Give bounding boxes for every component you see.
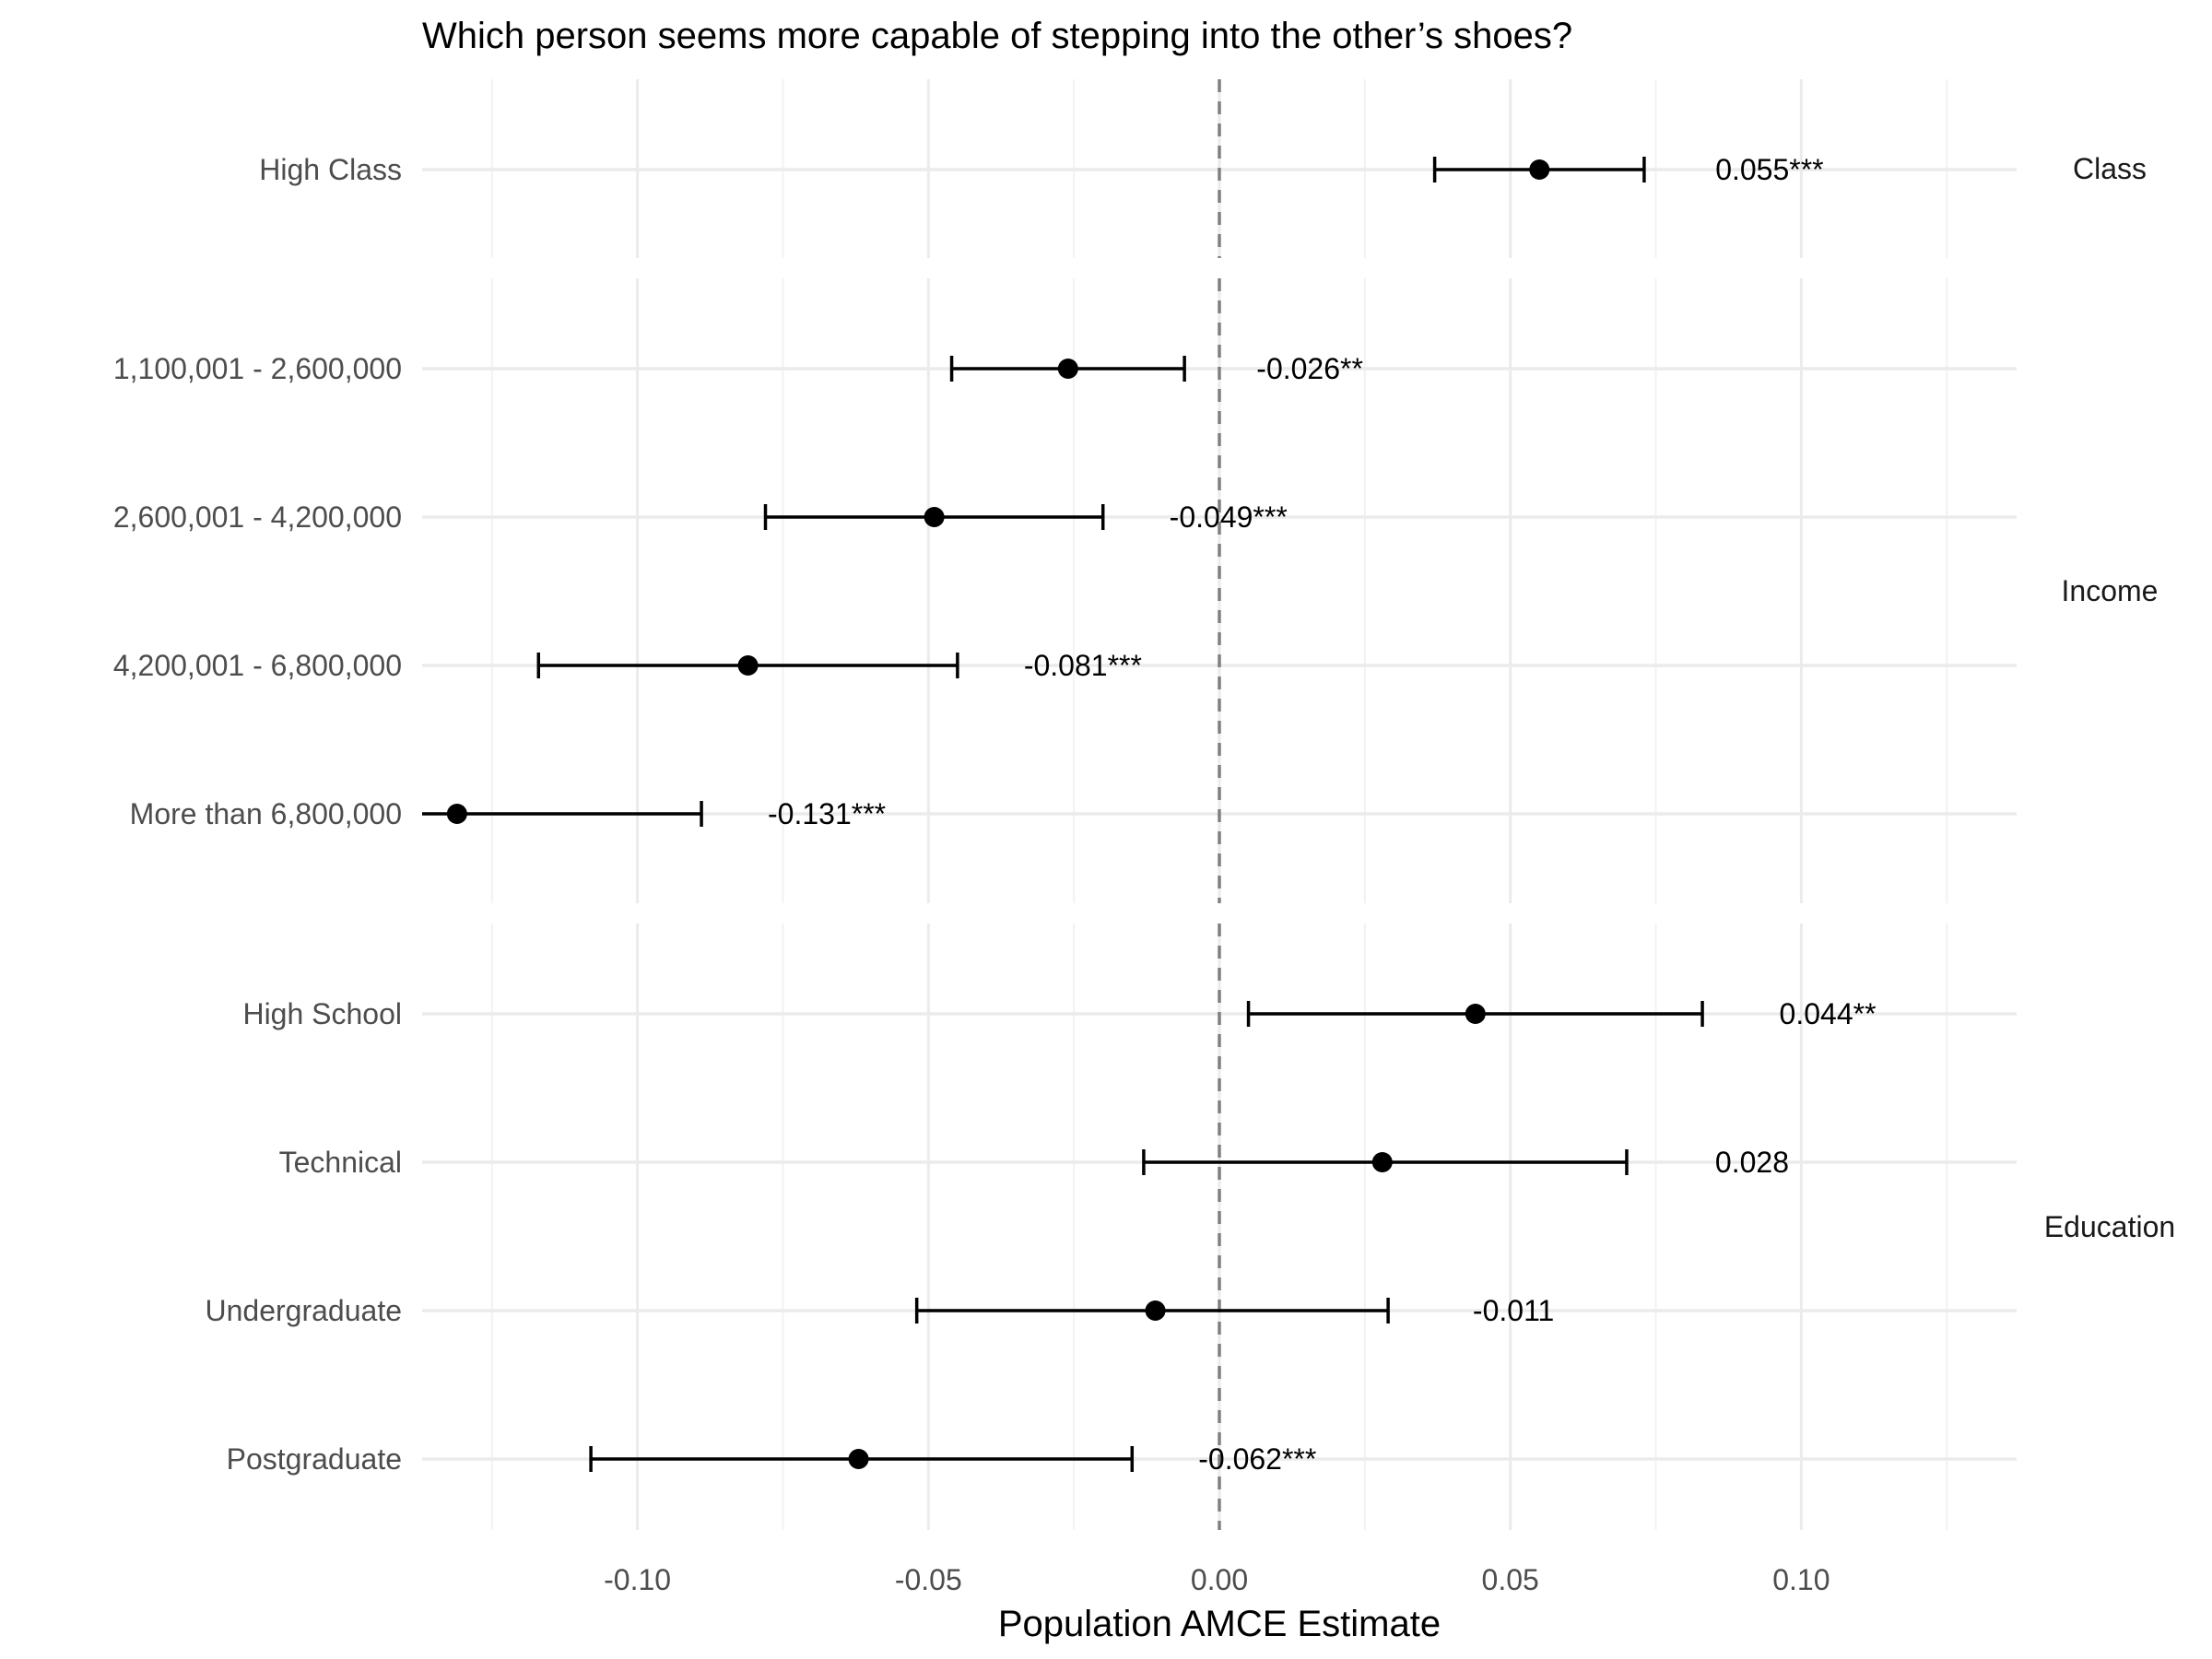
panel-strip-label: Education	[2044, 1210, 2175, 1243]
y-tick-label: High Class	[259, 153, 402, 186]
marks-layer: Class High Class 0.055*** Income 1,100,001 -…	[113, 152, 2175, 1476]
y-tick-label: More than 6,800,000	[130, 797, 402, 830]
point-estimate	[446, 804, 467, 824]
x-tick-label: -0.05	[895, 1563, 962, 1596]
y-tick-label: Undergraduate	[206, 1294, 402, 1327]
estimate-annotation: -0.011	[1473, 1294, 1554, 1327]
point-estimate	[1529, 159, 1550, 180]
y-tick-label: Postgraduate	[227, 1442, 402, 1476]
y-tick-label: 4,200,001 - 6,800,000	[113, 649, 402, 682]
x-tick-label: -0.10	[604, 1563, 671, 1596]
panel-strip-label: Income	[2062, 574, 2159, 607]
y-tick-label: Technical	[279, 1146, 402, 1179]
estimate-annotation: -0.026**	[1256, 352, 1363, 385]
y-tick-label: 2,600,001 - 4,200,000	[113, 500, 402, 534]
chart-title: Which person seems more capable of stepp…	[422, 16, 1572, 56]
point-estimate	[848, 1449, 869, 1469]
estimate-annotation: 0.044**	[1780, 997, 1877, 1030]
y-tick-label: 1,100,001 - 2,600,000	[113, 352, 402, 385]
x-tick-label: 0.10	[1772, 1563, 1830, 1596]
estimate-annotation: -0.081***	[1024, 649, 1142, 682]
estimate-annotation: -0.131***	[768, 797, 886, 830]
estimate-annotation: -0.049***	[1170, 500, 1288, 534]
point-estimate	[737, 655, 759, 676]
estimate-annotation: 0.028	[1715, 1146, 1789, 1179]
point-estimate	[1371, 1152, 1393, 1172]
x-ticks-layer: -0.10 -0.05 0.00 0.05 0.10	[604, 1563, 1830, 1596]
point-estimate	[1145, 1300, 1166, 1321]
point-estimate	[924, 507, 945, 527]
estimate-annotation: -0.062***	[1198, 1442, 1316, 1476]
point-estimate	[1465, 1004, 1486, 1024]
y-tick-label: High School	[242, 997, 402, 1030]
x-tick-label: 0.05	[1482, 1563, 1539, 1596]
x-axis-title: Population AMCE Estimate	[998, 1604, 1441, 1644]
panel-strip-label: Class	[2073, 152, 2147, 185]
point-estimate	[1057, 359, 1078, 379]
x-tick-label: 0.00	[1191, 1563, 1248, 1596]
estimate-annotation: 0.055***	[1715, 153, 1823, 186]
